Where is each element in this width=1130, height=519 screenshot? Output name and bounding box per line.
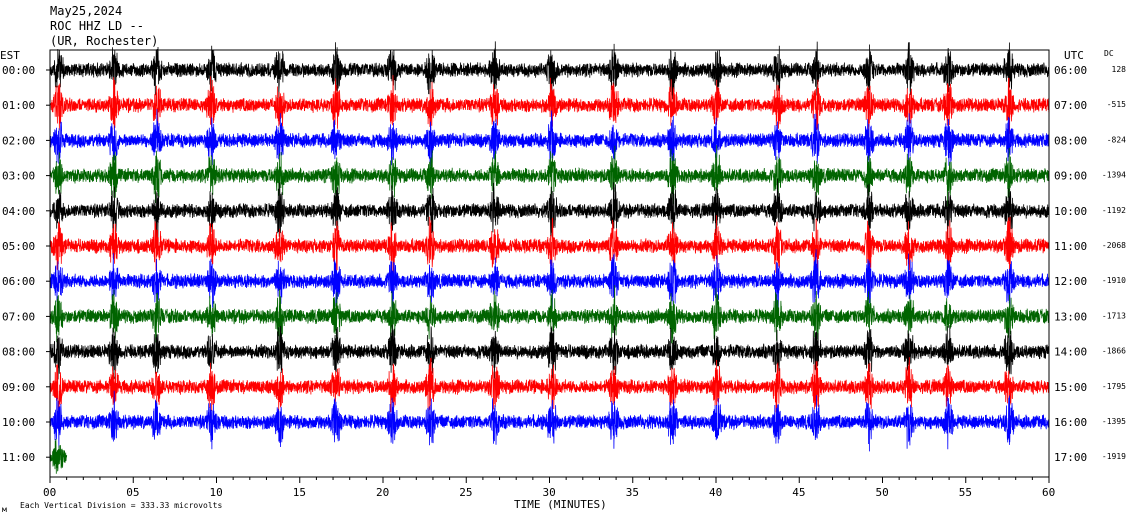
trace-line <box>49 438 68 474</box>
x-tick-label: 40 <box>709 486 722 499</box>
x-tick-label: 30 <box>543 486 556 499</box>
est-row-label: 00:00 <box>2 64 35 77</box>
trace-line <box>49 390 1050 452</box>
trace-line <box>49 109 1050 167</box>
utc-row-label: 11:00 <box>1054 240 1087 253</box>
utc-row-label: 12:00 <box>1054 275 1087 288</box>
seismic-traces <box>49 41 1050 474</box>
trace-line <box>49 249 1050 313</box>
utc-axis-label: UTC <box>1064 49 1084 62</box>
header-date: May25,2024 <box>50 4 122 18</box>
dc-offset-value: -1394 <box>1102 171 1126 180</box>
footer-scale-note: Each Vertical Division = 333.33 microvol… <box>20 501 222 510</box>
trace-line <box>49 178 1050 240</box>
trace-line <box>49 285 1050 344</box>
dc-offset-value: -824 <box>1107 135 1126 144</box>
trace-line <box>49 215 1050 276</box>
est-row-label: 10:00 <box>2 416 35 429</box>
utc-row-label: 13:00 <box>1054 310 1087 323</box>
utc-row-label: 08:00 <box>1054 134 1087 147</box>
x-tick-label: 35 <box>626 486 639 499</box>
x-tick-label: 10 <box>210 486 223 499</box>
header-station: ROC HHZ LD -- <box>50 19 144 33</box>
trace-line <box>49 145 1050 207</box>
x-tick-label: 15 <box>293 486 306 499</box>
x-tick-label: 45 <box>792 486 805 499</box>
dc-offset-value: -1713 <box>1102 311 1126 320</box>
trace-line <box>49 75 1050 134</box>
dc-offset-value: -1795 <box>1102 382 1126 391</box>
est-row-label: 06:00 <box>2 275 35 288</box>
footer-mark-icon: м <box>2 505 7 514</box>
x-tick-label: 25 <box>459 486 472 499</box>
row-labels: 00:00 06:00 128 01:00 07:00 -515 02:00 08:00 -82… <box>2 64 1126 464</box>
x-tick-label: 20 <box>376 486 389 499</box>
dc-offset-value: -1910 <box>1102 276 1126 285</box>
trace-line <box>49 324 1050 384</box>
utc-row-label: 14:00 <box>1054 346 1087 359</box>
x-axis-title: TIME (MINUTES) <box>514 498 607 511</box>
x-axis-ticks: 00 05 10 15 20 25 30 35 40 45 50 55 60 <box>43 477 1055 499</box>
est-axis-label: EST <box>0 49 20 62</box>
trace-line <box>49 41 1050 100</box>
est-row-label: 01:00 <box>2 99 35 112</box>
est-row-label: 09:00 <box>2 381 35 394</box>
est-row-label: 02:00 <box>2 134 35 147</box>
x-tick-label: 00 <box>43 486 56 499</box>
dc-offset-value: -1395 <box>1102 417 1126 426</box>
utc-row-label: 16:00 <box>1054 416 1087 429</box>
header-location: (UR, Rochester) <box>50 34 158 48</box>
est-row-label: 05:00 <box>2 240 35 253</box>
dc-offset-value: -515 <box>1107 100 1126 109</box>
utc-row-label: 17:00 <box>1054 451 1087 464</box>
est-row-label: 04:00 <box>2 205 35 218</box>
trace-line <box>49 357 1050 416</box>
dc-offset-value: -1866 <box>1102 347 1126 356</box>
utc-row-label: 07:00 <box>1054 99 1087 112</box>
x-tick-label: 60 <box>1042 486 1055 499</box>
utc-row-label: 09:00 <box>1054 170 1087 183</box>
utc-row-label: 10:00 <box>1054 205 1087 218</box>
est-row-label: 11:00 <box>2 451 35 464</box>
est-row-label: 03:00 <box>2 170 35 183</box>
dc-offset-value: -1919 <box>1102 452 1126 461</box>
dc-offset-value: 128 <box>1112 65 1127 74</box>
dc-column-label: DC <box>1104 49 1114 58</box>
utc-row-label: 06:00 <box>1054 64 1087 77</box>
est-row-label: 08:00 <box>2 346 35 359</box>
x-tick-label: 55 <box>959 486 972 499</box>
dc-offset-value: -1192 <box>1102 206 1126 215</box>
est-row-label: 07:00 <box>2 310 35 323</box>
utc-row-label: 15:00 <box>1054 381 1087 394</box>
x-tick-label: 05 <box>126 486 139 499</box>
dc-offset-value: -2068 <box>1102 241 1126 250</box>
x-tick-label: 50 <box>876 486 889 499</box>
